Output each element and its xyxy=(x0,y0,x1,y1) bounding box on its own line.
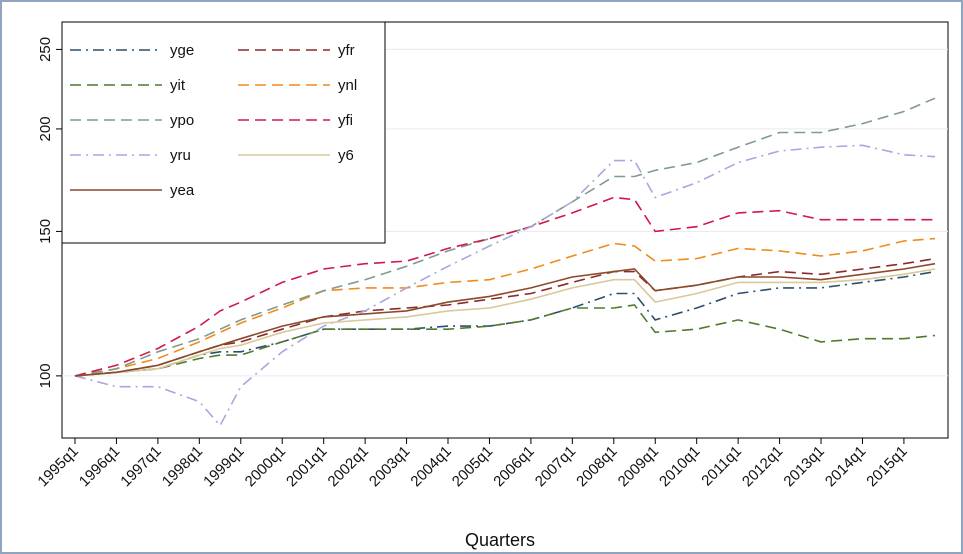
series-line xyxy=(74,237,936,377)
legend-label: ynl xyxy=(338,77,357,94)
legend-label: yit xyxy=(170,77,186,94)
series-line xyxy=(74,144,936,427)
legend-label: y6 xyxy=(338,147,354,164)
series-line xyxy=(74,270,936,377)
legend-box xyxy=(61,21,386,244)
y-tick-label: 200 xyxy=(37,116,54,141)
legend-label: yru xyxy=(170,147,191,164)
series-line xyxy=(74,262,936,377)
legend-label: yge xyxy=(170,42,194,59)
series-line xyxy=(74,196,935,377)
legend-label: ypo xyxy=(170,112,194,129)
y-tick-label: 100 xyxy=(37,363,54,388)
legend-label: yfi xyxy=(338,112,353,129)
series-line xyxy=(74,304,936,377)
x-axis-title: Quarters xyxy=(465,530,535,550)
y-tick-label: 150 xyxy=(37,219,54,244)
legend-label: yfr xyxy=(338,42,355,59)
series-line xyxy=(74,268,936,377)
legend: yge yfr yit ynl ypo yfi yru y6 yea xyxy=(61,21,386,244)
y-tick-label: 250 xyxy=(37,37,54,62)
legend-label: yea xyxy=(170,182,195,199)
